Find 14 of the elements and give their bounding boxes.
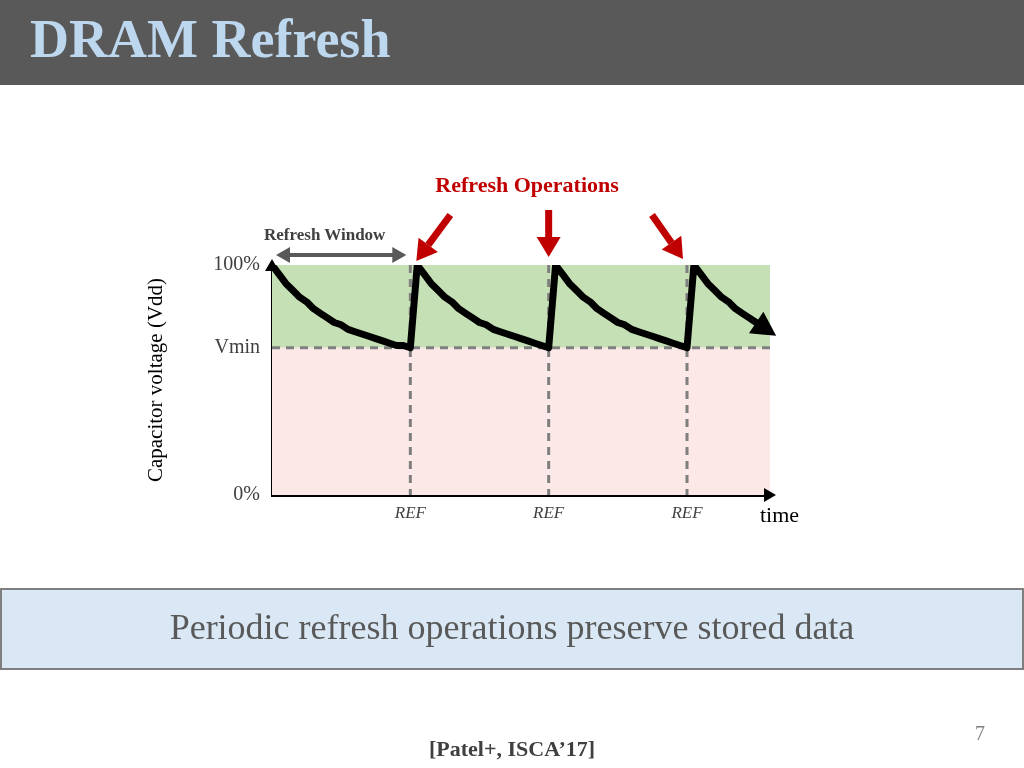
x-tick-label: REF	[532, 502, 565, 522]
x-tick-label: REF	[393, 502, 427, 522]
text: Refresh Window	[264, 225, 386, 245]
text: 7	[975, 722, 985, 745]
chart-title: DRAM Refresh	[30, 8, 391, 70]
text: Refresh Operations	[435, 172, 619, 198]
y-tick-label: 0%	[233, 482, 260, 505]
x-axis-title: time	[760, 501, 800, 527]
text: Periodic refresh operations preserve stored data	[168, 606, 856, 648]
x-tick-label: REF	[670, 502, 704, 522]
y-axis-title: Capacitor voltage (Vdd)	[143, 277, 168, 483]
y-tick-label: 100%	[213, 252, 260, 275]
text: [Patel+, ISCA’17]	[428, 736, 596, 761]
y-tick-label: Vmin	[214, 335, 260, 358]
